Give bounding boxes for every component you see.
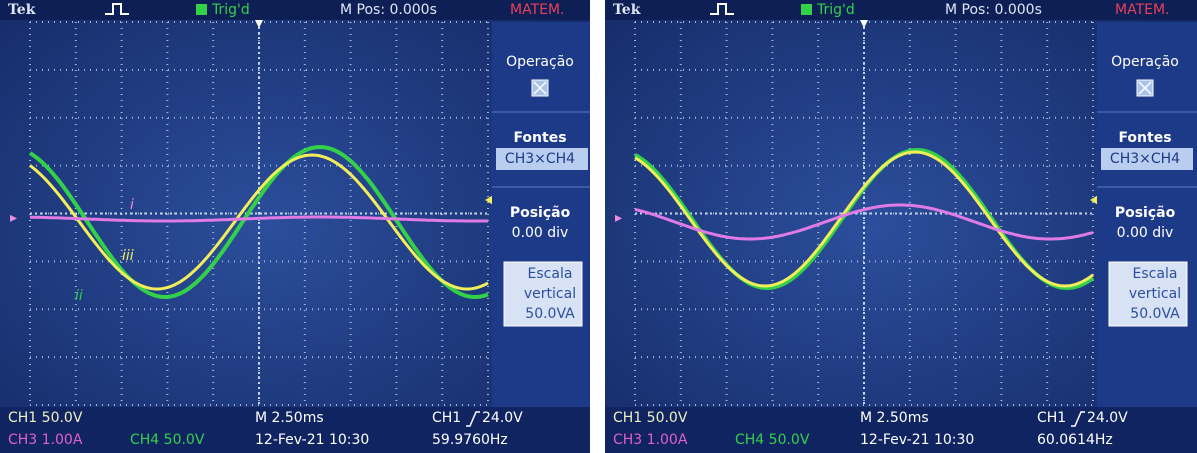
trigger-status: Trig'd (816, 2, 855, 18)
frequency: 60.0614Hz (1037, 432, 1113, 448)
label-i: i (130, 197, 134, 213)
frequency: 59.9760Hz (432, 432, 508, 448)
position: M Pos: 0.000s (340, 2, 437, 18)
menu-scale: 50.0VA (1130, 306, 1180, 322)
header-bg (0, 0, 590, 20)
date: 12-Fev-21 10:30 (860, 432, 974, 448)
menu-position: 0.00 div (1117, 225, 1174, 241)
menu-position-title: Posição (510, 205, 571, 221)
screens: ▸ Tek Trig'd M Pos: 0.000s MATEM. Operação Fon… (0, 0, 1197, 453)
timebase: M 2.50ms (860, 410, 929, 426)
ground-marker: ▸ (10, 210, 17, 226)
oscilloscope-screen: ▸ Tek Trig'd M Pos: 0.000s MATEM. Operação Fon… (605, 0, 1197, 453)
position: M Pos: 0.000s (945, 2, 1042, 18)
ch4-scale: CH4 50.0V (735, 432, 810, 448)
menu-operation: Operação (506, 54, 574, 70)
menu-scale: Escala (1133, 266, 1178, 282)
trig-icon (196, 4, 207, 15)
menu-position: 0.00 div (512, 225, 569, 241)
menu-mode: MATEM. (510, 2, 565, 18)
ch1-scale: CH1 50.0V (8, 410, 83, 426)
label-iii: iii (122, 248, 134, 264)
ch4-scale: CH4 50.0V (130, 432, 205, 448)
menu-sources: CH3×CH4 (505, 151, 575, 167)
date: 12-Fev-21 10:30 (255, 432, 369, 448)
trig-icon (801, 4, 812, 15)
menu-position-title: Posição (1115, 205, 1176, 221)
header-bg (605, 0, 1197, 20)
brand: Tek (8, 2, 36, 18)
ch3-scale: CH3 1.00A (8, 432, 83, 448)
ground-marker: ▸ (615, 210, 622, 226)
menu-mode: MATEM. (1115, 2, 1170, 18)
page: ▸ Tek Trig'd M Pos: 0.000s MATEM. Operação Fon… (0, 0, 1197, 453)
trigger-channel: CH1 (432, 410, 461, 426)
trigger-channel: CH1 (1037, 410, 1066, 426)
trigger-level: 24.0V (482, 410, 523, 426)
trigger-level: 24.0V (1087, 410, 1128, 426)
menu-operation: Operação (1111, 54, 1179, 70)
oscilloscope-screen: ▸ Tek Trig'd M Pos: 0.000s MATEM. Operação Fon… (0, 0, 590, 453)
menu-sources-title: Fontes (1118, 130, 1171, 146)
timebase: M 2.50ms (255, 410, 324, 426)
menu-scale: vertical (1129, 286, 1181, 302)
brand: Tek (613, 2, 641, 18)
menu-sources-title: Fontes (513, 130, 566, 146)
ch3-scale: CH3 1.00A (613, 432, 688, 448)
menu-sources: CH3×CH4 (1110, 151, 1180, 167)
menu-scale: Escala (528, 266, 573, 282)
ch1-scale: CH1 50.0V (613, 410, 688, 426)
menu-scale: 50.0VA (525, 306, 575, 322)
menu-scale: vertical (524, 286, 576, 302)
label-ii: ii (75, 288, 83, 304)
trigger-status: Trig'd (211, 2, 250, 18)
